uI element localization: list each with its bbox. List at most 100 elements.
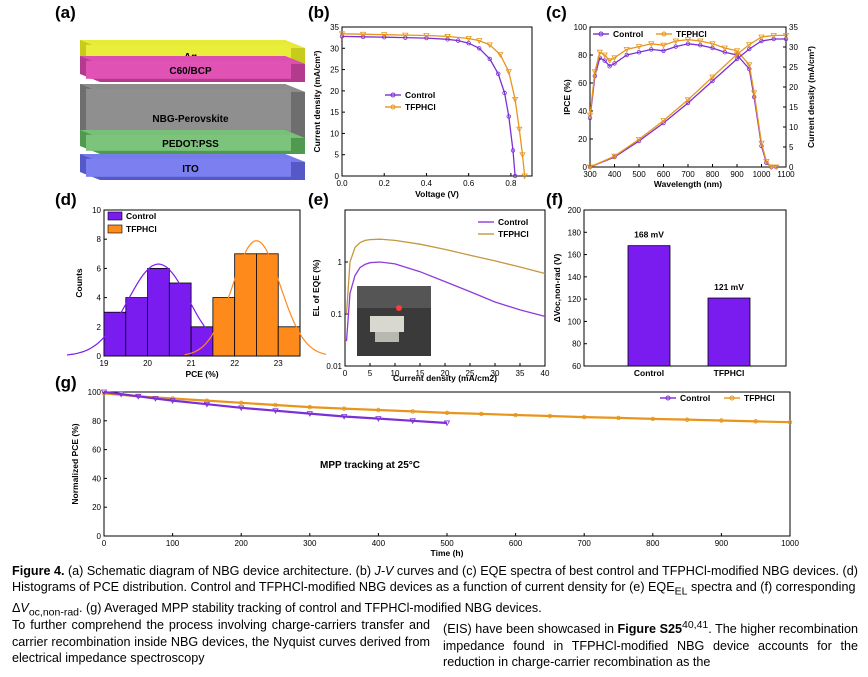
point-c-TFPHCl Jsc xyxy=(635,137,643,143)
x-axis-label-e: Current density (mA/cm2) xyxy=(393,373,497,383)
legend-marker-b-TFPHCl xyxy=(390,104,396,110)
series-line-e-TFPHCl xyxy=(345,238,546,315)
point-c-TFPHCl Jsc xyxy=(660,118,667,124)
point-c-TFPHCl xyxy=(733,48,741,55)
y-tick-label-g: 80 xyxy=(92,417,101,426)
histogram-bar-Control xyxy=(168,282,192,357)
y-tick-label-d: 10 xyxy=(92,206,101,215)
x-axis-label-c: Wavelength (nm) xyxy=(654,179,722,189)
y-axis-label-e: EL of EQE (%) xyxy=(311,259,321,316)
caption-text-2: curves and (c) EQE spectra of best contr… xyxy=(12,564,858,594)
histogram-bar-TFPHCl xyxy=(256,253,279,357)
y-tick-label-b: 35 xyxy=(330,23,339,32)
series-line-g-TFPHCl xyxy=(103,392,791,424)
layer-label-2: NBG-Perovskite xyxy=(152,114,229,125)
y-tick-label-b: 25 xyxy=(330,66,339,75)
legend-swatch-d-TFPHCl xyxy=(107,224,123,234)
inset-emission-spot xyxy=(396,305,402,311)
point-c-TFPHCl xyxy=(611,55,618,62)
legend-marker-g-TFPHCl xyxy=(729,395,735,401)
point-b-TFPHCl xyxy=(505,69,512,76)
point-c-Control xyxy=(624,52,629,58)
body-column-left: To further comprehend the process involv… xyxy=(12,617,430,667)
point-c-TFPHCl Jsc xyxy=(782,33,790,39)
point-g-Control xyxy=(443,420,451,427)
point-c-TFPHCl Jsc xyxy=(758,34,765,41)
y-tick-label-e: 0.01 xyxy=(326,362,342,371)
layer-face-3 xyxy=(86,134,291,151)
point-c-TFPHCl xyxy=(586,112,594,119)
point-c-Control xyxy=(607,63,612,69)
point-c-Control xyxy=(602,58,607,63)
y2-tick-label-c: 0 xyxy=(789,163,794,172)
y-tick-label-d: 8 xyxy=(97,235,102,244)
point-b-TFPHCl xyxy=(402,32,409,39)
layer-face-1 xyxy=(86,60,291,79)
panel-label-b: (b) xyxy=(308,3,330,22)
x-tick-label-g: 900 xyxy=(715,539,729,548)
point-b-TFPHCl xyxy=(338,31,346,38)
y-tick-label-g: 0 xyxy=(97,532,102,541)
point-c-Control xyxy=(612,61,617,66)
layer-label-4: ITO xyxy=(182,164,199,175)
y-tick-label-b: 10 xyxy=(330,129,339,138)
legend-label-g-TFPHCl: TFPHCl xyxy=(744,393,775,403)
point-b-TFPHCl xyxy=(516,126,523,133)
point-g-TFPHCl xyxy=(787,420,793,425)
point-c-TFPHCl Jsc xyxy=(586,164,594,171)
panel-label-f: (f) xyxy=(546,190,563,209)
y-tick-label-c: 0 xyxy=(583,163,588,172)
point-c-TFPHCl xyxy=(746,62,753,69)
point-g-Control xyxy=(272,408,279,415)
point-c-Control Jsc xyxy=(685,100,691,106)
body-text-left: To further comprehend the process involv… xyxy=(12,618,430,665)
y-tick-label-f: 180 xyxy=(568,228,582,237)
gaussian-fit-TFPHCl xyxy=(184,240,327,356)
x-category-label-TFPHCl: TFPHCl xyxy=(714,368,745,378)
y-tick-label-f: 200 xyxy=(568,206,582,215)
point-c-TFPHCl xyxy=(672,38,679,45)
y-tick-label-e: 1 xyxy=(338,258,343,267)
legend-label-b-TFPHCl: TFPHCl xyxy=(405,102,436,112)
legend-label-b-Control: Control xyxy=(405,90,435,100)
series-line-e-Control xyxy=(345,261,546,342)
x-tick-label-e: 15 xyxy=(416,369,425,378)
y-tick-label-g: 20 xyxy=(92,503,101,512)
point-b-Control xyxy=(445,37,450,42)
layer-face-4 xyxy=(86,158,291,177)
annotation-g: MPP tracking at 25°C xyxy=(320,460,420,471)
panel-label-a: (a) xyxy=(55,3,76,22)
legend-label-d-TFPHCl: TFPHCl xyxy=(126,224,157,234)
legend-marker-c-TFPHCl xyxy=(661,31,667,37)
point-g-TFPHCl xyxy=(410,409,415,414)
point-g-TFPHCl xyxy=(238,400,244,405)
x-tick-label-b: 0.8 xyxy=(505,179,517,188)
point-c-TFPHCl xyxy=(768,164,775,171)
panel-label-g: (g) xyxy=(55,373,77,392)
x-tick-label-e: 25 xyxy=(466,369,475,378)
y-tick-label-c: 40 xyxy=(578,107,587,116)
legend-marker-c-Control xyxy=(598,31,604,37)
legend-marker-b-Control xyxy=(390,92,396,98)
inset-device-body xyxy=(370,316,404,332)
caption-sub-voc: oc,non-rad xyxy=(28,606,80,619)
y-tick-label-b: 0 xyxy=(335,172,340,181)
point-g-TFPHCl xyxy=(513,412,518,418)
point-b-Control xyxy=(339,34,345,39)
x-tick-label-d: 21 xyxy=(187,359,196,368)
point-c-TFPHCl Jsc xyxy=(733,51,741,58)
point-b-TFPHCl xyxy=(359,31,367,38)
y-tick-label-e: 0.1 xyxy=(331,310,343,319)
series-line-c-TFPHCl Jsc xyxy=(589,34,786,168)
point-g-Control xyxy=(409,418,416,425)
legend-swatch-d-Control xyxy=(107,211,123,221)
x-tick-label-c: 800 xyxy=(706,170,720,179)
y-tick-label-c: 80 xyxy=(578,51,587,60)
histogram-bar-TFPHCl xyxy=(277,326,301,357)
y2-axis-label-c: Current density (mA/cm²) xyxy=(806,46,816,148)
point-c-TFPHCl xyxy=(773,164,780,171)
y-tick-label-f: 140 xyxy=(568,273,582,282)
body-text-right: (EIS) have been showcased in Figure S254… xyxy=(443,617,858,671)
point-g-Control xyxy=(152,396,159,402)
x-tick-label-b: 0.6 xyxy=(463,179,475,188)
